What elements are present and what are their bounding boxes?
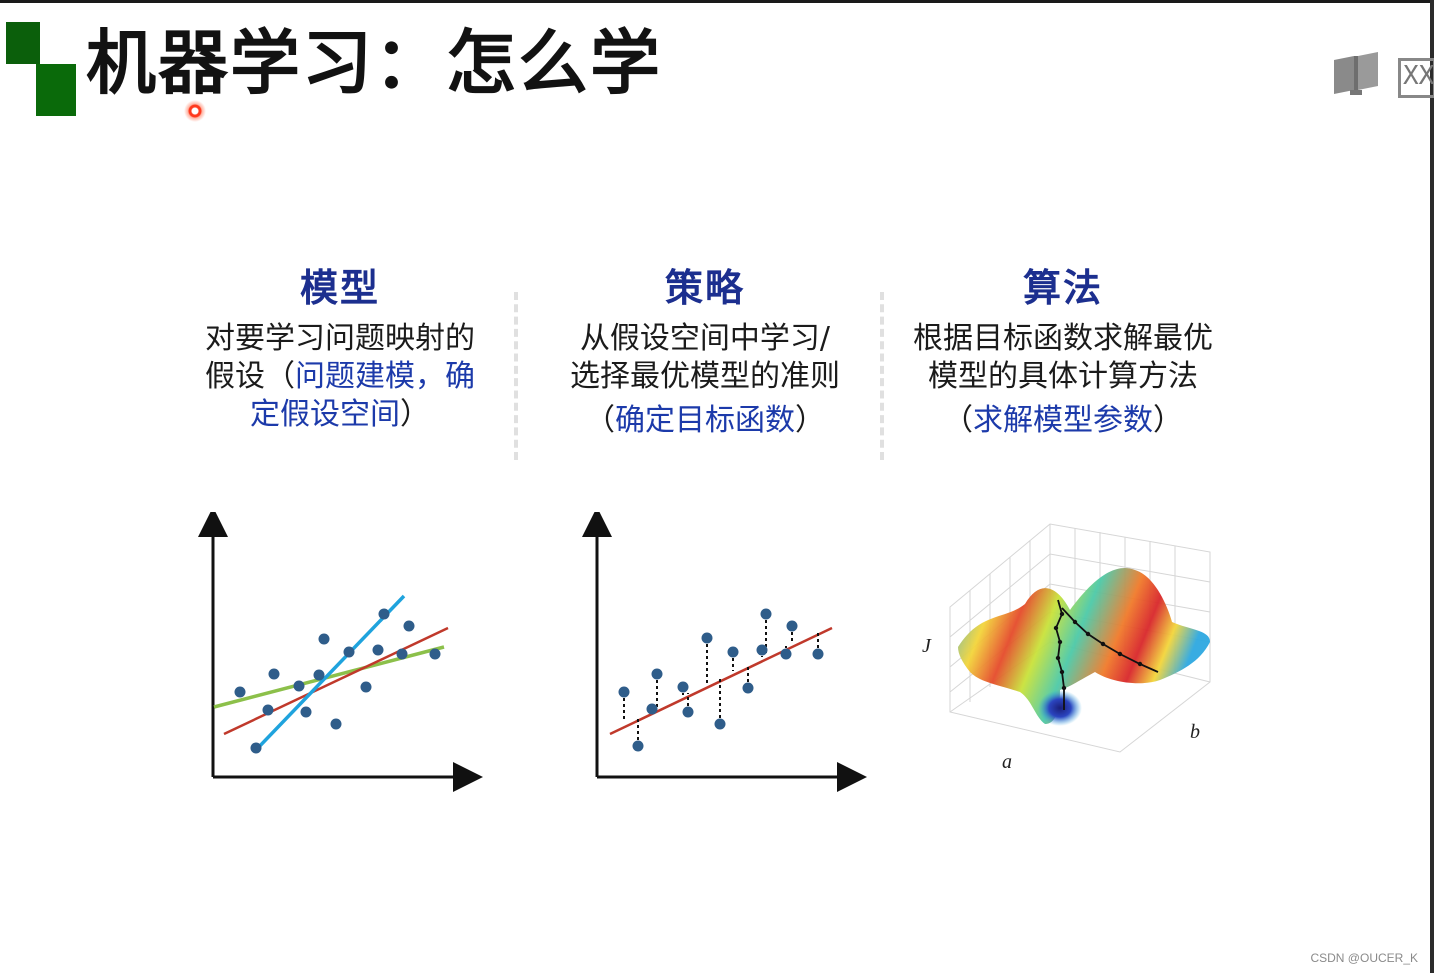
top-border xyxy=(0,0,1434,3)
desc-line: 从假设空间中学习/ xyxy=(579,321,831,356)
residuals-figure xyxy=(582,512,867,792)
fit-line-green xyxy=(213,645,445,709)
descent-steps xyxy=(1053,611,1143,691)
column-description: 对要学习问题映射的 假设（问题建模，确 定假设空间） xyxy=(190,320,490,434)
fit-line-blue xyxy=(252,594,406,754)
column-divider xyxy=(514,292,518,460)
title-logo xyxy=(6,22,78,118)
axis-label-a: a xyxy=(1002,751,1012,773)
paren-open: （ xyxy=(943,403,973,438)
column-model: 模型 对要学习问题映射的 假设（问题建模，确 定假设空间） xyxy=(190,262,490,434)
axis-label-b: b xyxy=(1190,721,1200,743)
desc-highlight: 确定目标函数 xyxy=(615,403,795,438)
paren-close: ） xyxy=(1153,403,1183,438)
desc-line: 根据目标函数求解最优 xyxy=(913,321,1213,356)
desc-line: 定假设空间） xyxy=(190,396,490,434)
column-description: 从假设空间中学习/ 选择最优模型的准则 xyxy=(550,320,860,396)
xx-icon[interactable]: XX xyxy=(1398,58,1434,98)
fit-line-red xyxy=(223,626,449,736)
column-heading: 模型 xyxy=(299,266,380,310)
column-subtitle: （求解模型参数） xyxy=(898,402,1228,440)
desc-line: 选择最优模型的准则 xyxy=(570,359,840,394)
desc-line: 模型的具体计算方法 xyxy=(928,359,1198,394)
column-strategy: 策略 从假设空间中学习/ 选择最优模型的准则 （确定目标函数） xyxy=(550,262,860,440)
column-heading: 策略 xyxy=(664,266,745,310)
desc-highlight: 定假设空间 xyxy=(250,397,400,432)
desc-plain: 假设（ xyxy=(205,359,295,394)
desc-plain: ） xyxy=(400,397,430,432)
paren-close: ） xyxy=(795,403,825,438)
axis-label-j: J xyxy=(922,635,932,657)
paren-open: （ xyxy=(585,403,615,438)
watermark: CSDN @OUCER_K xyxy=(1310,951,1418,965)
desc-highlight: 问题建模，确 xyxy=(295,359,475,394)
column-algorithm: 算法 根据目标函数求解最优 模型的具体计算方法 （求解模型参数） xyxy=(898,262,1228,440)
loss-surface-figure: J a b xyxy=(922,523,1211,773)
laser-pointer-icon xyxy=(184,100,206,122)
desc-highlight: 求解模型参数 xyxy=(973,403,1153,438)
data-points xyxy=(618,608,824,752)
data-points xyxy=(234,608,441,754)
logo-square-bottom xyxy=(36,64,76,116)
column-divider xyxy=(880,292,884,460)
column-description: 根据目标函数求解最优 模型的具体计算方法 xyxy=(898,320,1228,396)
desc-line: 对要学习问题映射的 xyxy=(205,321,475,356)
column-heading: 算法 xyxy=(1022,266,1103,310)
logo-square-top xyxy=(6,22,40,64)
book-icon[interactable] xyxy=(1330,50,1382,96)
right-border xyxy=(1430,0,1434,973)
surface xyxy=(958,568,1210,724)
desc-line: 假设（问题建模，确 xyxy=(190,358,490,396)
hypothesis-figure xyxy=(198,512,483,792)
column-subtitle: （确定目标函数） xyxy=(550,402,860,440)
slide-title: 机器学习：怎么学 xyxy=(86,22,662,104)
